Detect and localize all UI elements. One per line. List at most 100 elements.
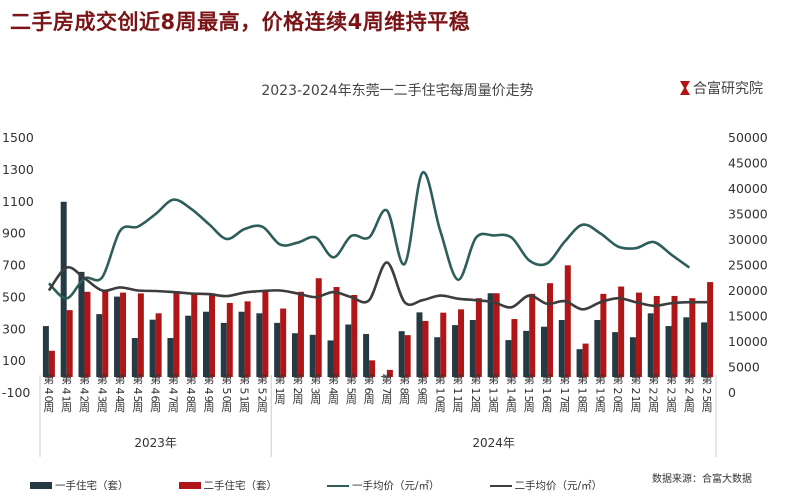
legend-swatch bbox=[178, 482, 201, 489]
category-label-char: 周 bbox=[381, 393, 392, 406]
category-label-char: 第 bbox=[613, 372, 624, 386]
bar-resale bbox=[280, 308, 287, 378]
category-label: 第 43周 bbox=[95, 372, 108, 414]
category-label: 第 14周 bbox=[504, 372, 517, 414]
bar-new bbox=[380, 376, 387, 378]
category-label-char: 第 bbox=[43, 372, 54, 386]
category-label-char: 周 bbox=[364, 393, 375, 406]
bar-resale bbox=[635, 292, 642, 378]
bar-resale bbox=[173, 291, 180, 378]
category-label-char: 第 bbox=[239, 372, 250, 386]
y-left-tick-label: 500 bbox=[2, 289, 26, 304]
legend-item-resale-units: 二手住宅（套） bbox=[178, 478, 277, 493]
category-label-char: 第 bbox=[204, 372, 215, 386]
line-resale-price bbox=[47, 261, 708, 311]
bar-new bbox=[203, 311, 209, 378]
legend-label: 一手均价（元/㎡） bbox=[352, 480, 440, 492]
bar-resale bbox=[333, 287, 340, 378]
category-label-char: 第 bbox=[488, 372, 499, 386]
bar-resale bbox=[315, 278, 322, 378]
bar-new bbox=[416, 312, 423, 378]
category-label-char: 第 bbox=[702, 372, 713, 386]
bar-new bbox=[363, 334, 370, 378]
bar-new bbox=[612, 332, 619, 378]
y-right-tick-label: 0 bbox=[728, 385, 736, 400]
y-right-tick-label: 15000 bbox=[728, 309, 768, 324]
bar-new bbox=[60, 201, 67, 378]
category-label-char: 周 bbox=[506, 401, 517, 414]
bar-resale bbox=[369, 360, 376, 378]
category-label-char: 1 bbox=[504, 388, 517, 395]
category-label-char: 8 bbox=[398, 388, 411, 395]
category-label-char: 第 bbox=[257, 372, 268, 386]
bar-resale bbox=[707, 282, 714, 378]
category-label-char: 6 bbox=[149, 396, 162, 403]
category-label-char: 3 bbox=[487, 396, 500, 403]
bar-new bbox=[434, 337, 441, 378]
category-label-char: 周 bbox=[470, 401, 481, 414]
category-label-char: 第 bbox=[630, 372, 641, 386]
category-label-char: 4 bbox=[113, 388, 126, 395]
category-label: 第 51周 bbox=[238, 372, 251, 414]
category-label: 第 47周 bbox=[166, 372, 179, 414]
y-left-tick-label: 300 bbox=[2, 321, 26, 336]
category-label-char: 第 bbox=[61, 372, 72, 386]
bar-new bbox=[96, 314, 103, 378]
category-label-char: 6 bbox=[362, 388, 375, 395]
category-label: 第 18周 bbox=[576, 372, 589, 414]
bar-resale bbox=[120, 292, 127, 378]
bar-resale bbox=[493, 293, 500, 378]
bar-new bbox=[238, 311, 245, 378]
category-label: 第 6周 bbox=[362, 372, 375, 406]
category-label-char: 1 bbox=[487, 388, 500, 395]
category-label-char: 4 bbox=[60, 388, 73, 395]
category-label-char: 1 bbox=[451, 388, 464, 395]
year-label: 2024年 bbox=[472, 436, 515, 450]
bar-resale bbox=[48, 350, 55, 378]
category-label: 第 49周 bbox=[202, 372, 215, 414]
category-label: 第 25周 bbox=[700, 372, 713, 414]
category-label-char: 周 bbox=[630, 401, 641, 414]
category-label-char: 2 bbox=[647, 396, 660, 403]
category-label-char: 3 bbox=[309, 388, 322, 395]
category-label-char: 5 bbox=[255, 388, 268, 395]
category-label: 第 21周 bbox=[629, 372, 642, 414]
category-label-char: 4 bbox=[202, 388, 215, 395]
category-label-char: 0 bbox=[220, 396, 233, 403]
bar-new bbox=[701, 322, 708, 378]
bar-new bbox=[220, 322, 227, 378]
headline: 二手房成交创近8周最高，价格连续4周维持平稳 bbox=[10, 10, 471, 34]
category-label-char: 第 bbox=[275, 372, 286, 386]
category-label: 第 7周 bbox=[380, 372, 393, 406]
category-label-char: 4 bbox=[166, 388, 179, 395]
bar-new bbox=[114, 296, 121, 378]
bar-new bbox=[452, 325, 459, 378]
category-label-char: 周 bbox=[435, 401, 446, 414]
category-label-char: 第 bbox=[364, 372, 375, 386]
bar-resale bbox=[262, 291, 269, 378]
category-label: 第 50周 bbox=[220, 372, 233, 414]
bar-new bbox=[167, 338, 174, 378]
category-label-char: 周 bbox=[666, 401, 677, 414]
category-label-char: 周 bbox=[61, 401, 72, 414]
category-label-char: 8 bbox=[184, 396, 197, 403]
category-label-char: 第 bbox=[328, 372, 339, 386]
bar-resale bbox=[191, 292, 198, 378]
y-right-tick-label: 45000 bbox=[728, 156, 768, 171]
category-label: 第 13周 bbox=[487, 372, 500, 414]
bar-resale bbox=[66, 310, 73, 378]
category-label-char: 5 bbox=[220, 388, 233, 395]
category-label: 第 19周 bbox=[593, 372, 606, 414]
bar-resale bbox=[440, 312, 447, 378]
bar-resale bbox=[297, 291, 304, 378]
bar-new bbox=[42, 326, 49, 378]
category-label-char: 2 bbox=[255, 396, 268, 403]
category-label: 第 15周 bbox=[522, 372, 535, 414]
category-label-char: 1 bbox=[238, 396, 251, 403]
category-label-char: 第 bbox=[524, 372, 535, 386]
bar-resale bbox=[404, 335, 411, 378]
bar-new bbox=[131, 338, 138, 378]
bar-resale bbox=[155, 313, 162, 378]
category-label-char: 0 bbox=[42, 396, 55, 403]
bar-resale bbox=[582, 343, 589, 378]
